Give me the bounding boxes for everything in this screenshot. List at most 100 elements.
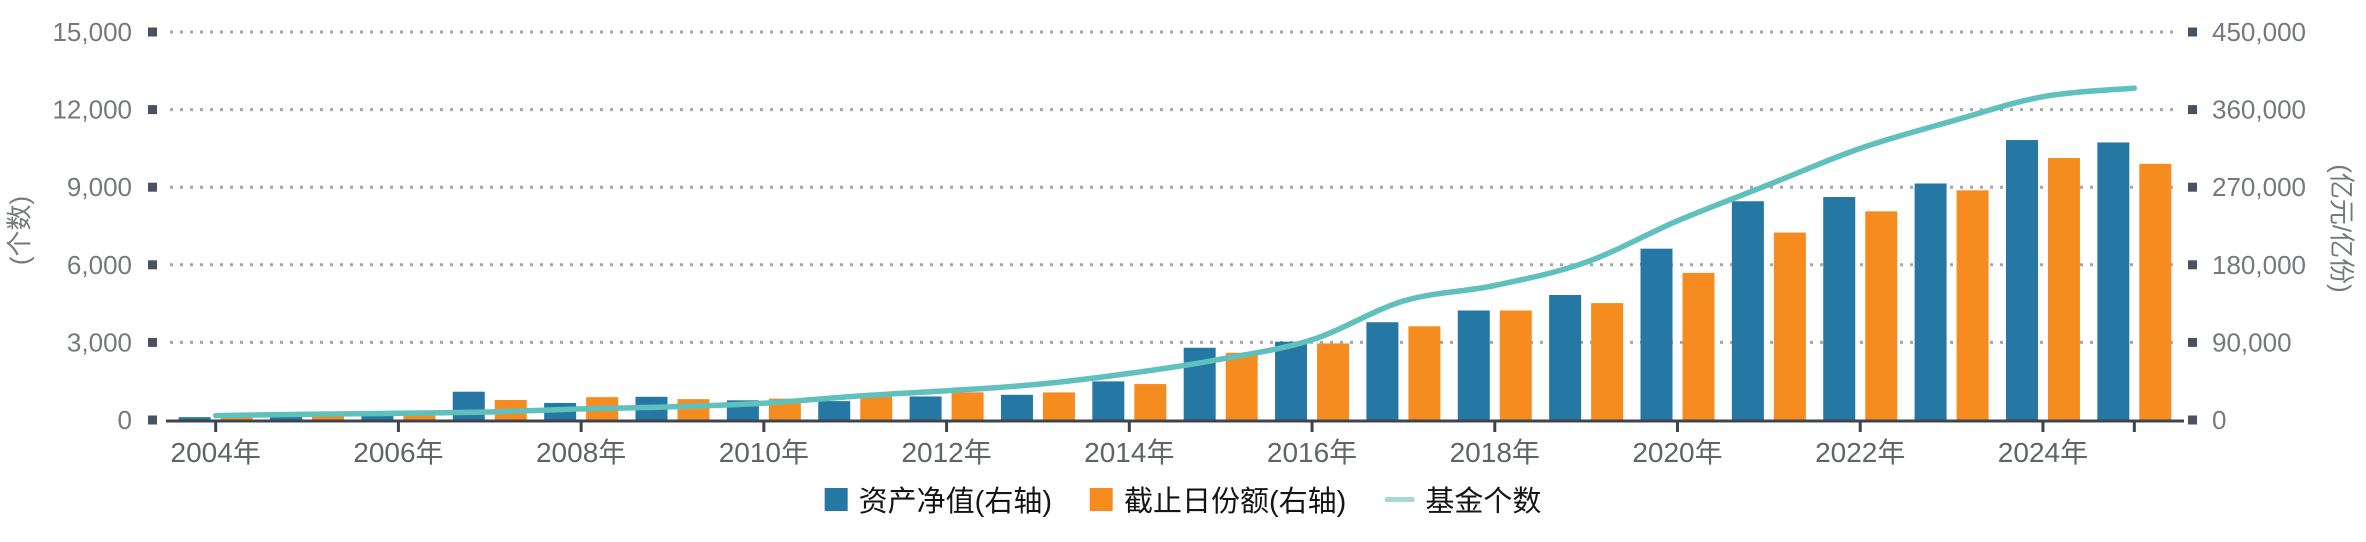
bar-shares-2023: [1956, 190, 1989, 421]
bar-shares-2009: [677, 399, 710, 421]
right-tick-square-icon: [2188, 182, 2197, 192]
right-tick-square-icon: [2188, 415, 2197, 425]
left-axis-tick-label: 15,000: [52, 17, 132, 47]
x-axis-tick: [1676, 422, 1679, 432]
bar-nav-2013: [1000, 394, 1033, 421]
bar-shares-2006: [403, 415, 436, 421]
x-axis-tick: [1127, 422, 1131, 432]
bar-shares-2021: [1773, 232, 1806, 421]
right-axis-title: (亿元/亿份): [2326, 164, 2357, 293]
x-axis-label: 2022年: [1815, 437, 1905, 468]
bar-nav-2016: [1275, 341, 1308, 421]
bar-nav-2023: [1914, 183, 1947, 421]
bar-shares-2025: [2139, 163, 2172, 421]
x-axis-tick: [945, 422, 949, 432]
bar-nav-2005: [270, 415, 303, 421]
bar-nav-2021: [1731, 201, 1764, 421]
bar-nav-2014: [1092, 381, 1125, 421]
bar-nav-2011: [818, 401, 851, 421]
bar-nav-2006: [361, 413, 394, 421]
left-axis-tick-label: 12,000: [52, 95, 132, 125]
bar-nav-2004: [178, 417, 211, 421]
right-tick-square-icon: [2188, 27, 2197, 37]
x-axis-tick: [1858, 422, 1862, 432]
bar-shares-2016: [1317, 343, 1350, 421]
left-axis-title: (个数): [4, 195, 35, 266]
x-axis-tick: [214, 422, 218, 432]
bar-nav-2020: [1640, 248, 1673, 421]
legend: 资产净值(右轴) 截止日份额(右轴) 基金个数: [824, 478, 1541, 520]
x-axis-label: 2016年: [1267, 437, 1357, 468]
right-axis-tick-label: 450,000: [2212, 17, 2306, 47]
bar-shares-2015: [1225, 352, 1258, 421]
shares-swatch-icon: [1089, 487, 1113, 511]
bar-shares-2005: [312, 415, 345, 421]
fund-count-line: [212, 85, 2138, 419]
x-axis-label: 2004年: [171, 437, 261, 468]
bar-nav-2017: [1366, 322, 1399, 421]
bar-nav-2024: [2005, 140, 2038, 421]
left-axis-tick-label: 3,000: [67, 327, 132, 357]
x-axis-label: 2012年: [901, 437, 991, 468]
legend-item-fund-count[interactable]: 基金个数: [1384, 478, 1541, 520]
left-tick-square-icon: [148, 415, 157, 425]
fund-count-line-icon: [1384, 496, 1415, 502]
legend-label: 基金个数: [1425, 486, 1542, 518]
bar-nav-2007: [452, 391, 485, 421]
x-axis-label: 2008年: [536, 437, 626, 468]
bar-shares-2012: [951, 392, 984, 421]
right-axis-tick-label: 90,000: [2212, 327, 2292, 357]
net-asset-value-swatch-icon: [824, 487, 848, 511]
left-tick-square-icon: [148, 27, 157, 37]
x-axis-tick: [396, 422, 400, 432]
left-axis-tick-label: 9,000: [67, 172, 132, 202]
legend-item-shares[interactable]: 截止日份额(右轴): [1089, 478, 1347, 520]
right-tick-square-icon: [2188, 337, 2197, 347]
bar-nav-2022: [1823, 197, 1856, 421]
bar-shares-2024: [2047, 158, 2080, 421]
x-axis-label: 2020年: [1632, 437, 1722, 468]
bar-shares-2022: [1865, 211, 1898, 421]
right-axis-tick-label: 0: [2212, 405, 2226, 435]
x-axis-label: 2018年: [1450, 437, 1540, 468]
x-axis-tick: [762, 422, 766, 432]
x-axis-tick: [579, 422, 583, 432]
x-axis-tick: [1310, 422, 1314, 432]
x-axis-tick: [1493, 422, 1497, 432]
bar-shares-2018: [1499, 310, 1532, 421]
x-axis-label: 2024年: [1998, 437, 2088, 468]
bar-shares-2004: [220, 417, 253, 421]
x-axis-tick: [2132, 422, 2136, 432]
bar-shares-2013: [1042, 392, 1075, 421]
x-axis-label: 2010年: [719, 437, 809, 468]
bar-shares-2017: [1408, 326, 1441, 421]
x-axis-tick: [2041, 422, 2045, 432]
left-axis-tick-label: 0: [118, 405, 132, 435]
x-axis-line: [166, 419, 2184, 423]
bar-nav-2018: [1457, 310, 1490, 421]
right-tick-square-icon: [2188, 260, 2197, 270]
x-axis-label: 2006年: [353, 437, 443, 468]
right-axis-tick-label: 360,000: [2212, 95, 2306, 125]
right-axis-tick-label: 270,000: [2212, 172, 2306, 202]
bar-shares-2019: [1591, 303, 1624, 421]
left-tick-square-icon: [148, 105, 157, 115]
left-tick-square-icon: [148, 337, 157, 347]
bar-shares-2014: [1134, 384, 1167, 421]
right-axis-tick-label: 180,000: [2212, 250, 2306, 280]
bar-nav-2019: [1549, 294, 1582, 421]
left-tick-square-icon: [148, 260, 157, 270]
left-tick-square-icon: [148, 182, 157, 192]
legend-label: 资产净值(右轴): [858, 486, 1052, 518]
legend-label: 截止日份额(右轴): [1123, 486, 1347, 518]
bar-shares-2020: [1682, 272, 1715, 421]
bar-shares-2011: [860, 396, 893, 421]
left-axis-tick-label: 6,000: [67, 250, 132, 280]
bar-nav-2012: [909, 396, 942, 421]
bar-nav-2025: [2097, 142, 2130, 421]
x-axis-label: 2014年: [1084, 437, 1174, 468]
legend-item-net-asset-value[interactable]: 资产净值(右轴): [824, 478, 1052, 520]
right-tick-square-icon: [2188, 105, 2197, 115]
